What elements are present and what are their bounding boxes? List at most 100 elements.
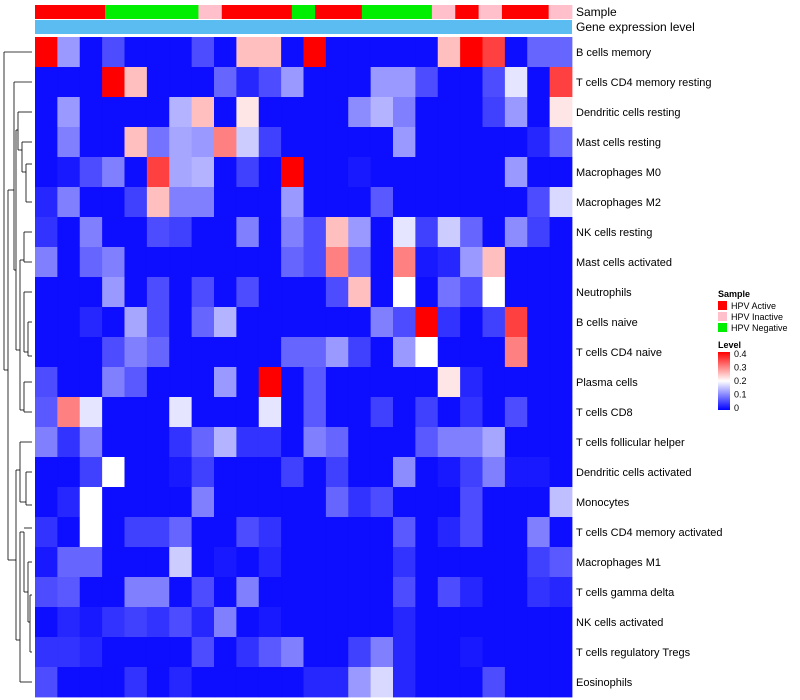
heatmap-cell [325,487,349,518]
heatmap-cell [415,217,439,248]
heatmap-cell [236,127,260,158]
heatmap-cell [482,307,506,338]
heatmap-cell [124,457,148,488]
heatmap-cell [370,517,394,548]
heatmap-cell [35,217,58,248]
heatmap-cell [281,97,304,128]
heatmap-cell [169,217,193,248]
heatmap-cell [169,337,193,368]
heatmap-cell [79,217,103,248]
heatmap-cell [303,637,327,668]
heatmap-cell [325,517,349,548]
heatmap-cell [437,217,461,248]
heatmap-cell [325,577,349,608]
heatmap-cell [482,457,506,488]
heatmap-cell [348,457,372,488]
heatmap-cell [146,427,170,458]
heatmap-cell [35,67,58,98]
heatmap-cell [549,157,573,188]
heatmap-cell [370,187,394,218]
sample-legend-swatch [718,301,727,310]
heatmap-cell [370,337,394,368]
heatmap-cell [124,487,148,518]
sample-annotation-cell [151,5,176,19]
heatmap-cell [437,97,461,128]
heatmap-cell [303,367,327,398]
heatmap-cell [214,427,237,458]
heatmap-cell [415,367,439,398]
heatmap-cell [348,487,372,518]
heatmap-cell [214,547,237,578]
heatmap-cell [348,127,372,158]
heatmap-cell [482,607,506,638]
heatmap-cell [303,247,327,278]
heatmap-cell [460,517,483,548]
heatmap-cell [146,487,170,518]
heatmap-cell [437,187,461,218]
heatmap-cell [236,247,260,278]
heatmap-cell [258,607,282,638]
heatmap-cell [57,277,81,308]
heatmap-cell [393,277,416,308]
heatmap-cell [527,67,551,98]
heatmap-cell [415,427,439,458]
heatmap-cell [102,667,125,698]
heatmap-cell [214,397,237,428]
sample-annotation-cell [291,5,316,19]
heatmap-cell [281,397,304,428]
heatmap-cell [191,427,215,458]
heatmap-cell [415,127,439,158]
heatmap-cell [146,637,170,668]
row-label: Mast cells activated [576,257,672,269]
heatmap-cell [146,577,170,608]
heatmap-cell [460,217,483,248]
heatmap-cell [549,487,573,518]
heatmap-cell [370,307,394,338]
heatmap-cell [146,667,170,698]
heatmap-cell [303,577,327,608]
heatmap-cell [236,277,260,308]
heatmap-cell [146,337,170,368]
heatmap-cell [191,217,215,248]
heatmap-cell [258,157,282,188]
heatmap-cell [504,277,528,308]
heatmap-cell [258,127,282,158]
heatmap-cell [460,337,483,368]
heatmap-cell [504,427,528,458]
heatmap-cell [258,397,282,428]
heatmap-cell [124,67,148,98]
heatmap-cell [437,397,461,428]
heatmap-cell [348,217,372,248]
heatmap-cell [370,127,394,158]
heatmap-cell [258,667,282,698]
sample-annotation-cell [478,5,503,19]
sample-annotation-cell [35,5,59,19]
heatmap-cell [370,457,394,488]
heatmap-cell [527,607,551,638]
heatmap-cell [124,187,148,218]
heatmap-cell [35,307,58,338]
row-label: T cells regulatory Tregs [576,647,691,659]
heatmap-cell [393,577,416,608]
heatmap-cell [191,367,215,398]
heatmap-cell [79,517,103,548]
heatmap-cell [325,457,349,488]
heatmap-cell [460,37,483,68]
heatmap-cell [549,217,573,248]
heatmap-cell [549,577,573,608]
heatmap-cell [35,247,58,278]
heatmap-cell [35,97,58,128]
heatmap-cell [303,37,327,68]
heatmap-cell [303,277,327,308]
heatmap-cell [214,487,237,518]
heatmap-cell [549,667,573,698]
heatmap-cell [303,607,327,638]
heatmap-cell [258,517,282,548]
heatmap-cell [57,337,81,368]
heatmap-cell [437,607,461,638]
heatmap-cell [549,187,573,218]
heatmap-cell [281,37,304,68]
heatmap-cell [57,397,81,428]
heatmap-cell [35,457,58,488]
heatmap-cell [57,127,81,158]
